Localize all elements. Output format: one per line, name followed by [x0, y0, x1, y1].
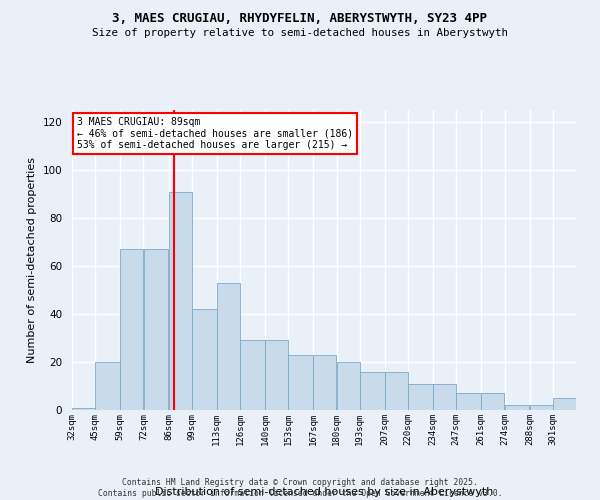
Bar: [433, 384, 456, 410]
Bar: [265, 340, 288, 410]
Bar: [121, 249, 143, 410]
Text: Contains HM Land Registry data © Crown copyright and database right 2025.
Contai: Contains HM Land Registry data © Crown c…: [98, 478, 502, 498]
Bar: [169, 192, 191, 410]
Bar: [289, 355, 313, 410]
Text: 3, MAES CRUGIAU, RHYDYFELIN, ABERYSTWYTH, SY23 4PP: 3, MAES CRUGIAU, RHYDYFELIN, ABERYSTWYTH…: [113, 12, 487, 26]
Bar: [408, 384, 433, 410]
Bar: [337, 362, 359, 410]
Bar: [360, 372, 385, 410]
Bar: [505, 405, 529, 410]
Text: Size of property relative to semi-detached houses in Aberystwyth: Size of property relative to semi-detach…: [92, 28, 508, 38]
Bar: [553, 398, 576, 410]
Bar: [240, 340, 265, 410]
Y-axis label: Number of semi-detached properties: Number of semi-detached properties: [27, 157, 37, 363]
Bar: [530, 405, 553, 410]
Bar: [95, 362, 120, 410]
X-axis label: Distribution of semi-detached houses by size in Aberystwyth: Distribution of semi-detached houses by …: [155, 486, 493, 496]
Bar: [217, 283, 240, 410]
Bar: [72, 408, 95, 410]
Text: 3 MAES CRUGIAU: 89sqm
← 46% of semi-detached houses are smaller (186)
53% of sem: 3 MAES CRUGIAU: 89sqm ← 46% of semi-deta…: [77, 117, 353, 150]
Bar: [192, 309, 217, 410]
Bar: [481, 393, 505, 410]
Bar: [385, 372, 408, 410]
Bar: [143, 249, 169, 410]
Bar: [457, 393, 481, 410]
Bar: [313, 355, 337, 410]
